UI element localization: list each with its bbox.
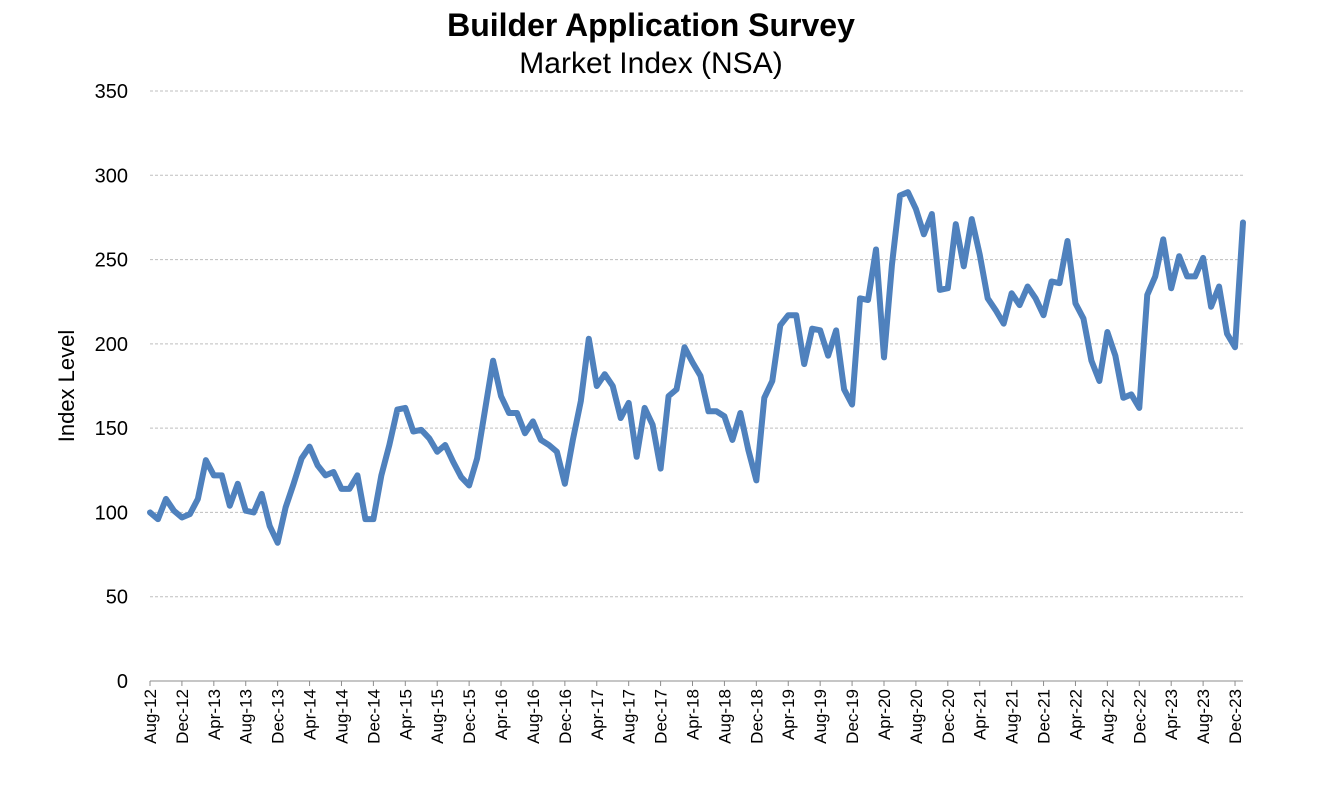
x-tick-label: Aug-19 bbox=[811, 689, 830, 744]
x-tick-label: Aug-23 bbox=[1194, 689, 1213, 744]
x-tick-label: Dec-15 bbox=[460, 689, 479, 744]
x-tick-label: Dec-16 bbox=[556, 689, 575, 744]
x-tick-label: Apr-23 bbox=[1162, 689, 1181, 740]
x-tick-label: Aug-15 bbox=[428, 689, 447, 744]
x-tick-label: Apr-14 bbox=[301, 689, 320, 740]
y-tick-label: 300 bbox=[95, 165, 128, 187]
x-tick-label: Aug-18 bbox=[715, 689, 734, 744]
x-tick-label: Apr-17 bbox=[588, 689, 607, 740]
series-line bbox=[147, 189, 1246, 546]
x-tick-label: Dec-19 bbox=[843, 689, 862, 744]
x-tick-label: Aug-16 bbox=[524, 689, 543, 744]
series-layer bbox=[147, 189, 1246, 546]
x-tick-label: Dec-22 bbox=[1130, 689, 1149, 744]
x-tick-label: Dec-23 bbox=[1226, 689, 1245, 744]
x-tick-label: Apr-19 bbox=[779, 689, 798, 740]
x-tick-label: Dec-13 bbox=[269, 689, 288, 744]
y-tick-label: 350 bbox=[95, 81, 128, 103]
x-tick-label: Aug-17 bbox=[620, 689, 639, 744]
y-tick-label: 0 bbox=[117, 671, 128, 693]
x-tick-label: Dec-20 bbox=[939, 689, 958, 744]
x-tick-label: Dec-18 bbox=[747, 689, 766, 744]
x-tick-label: Aug-21 bbox=[1003, 689, 1022, 744]
x-tick-label: Dec-21 bbox=[1035, 689, 1054, 744]
x-tick-label: Apr-22 bbox=[1066, 689, 1085, 740]
y-tick-label: 50 bbox=[106, 587, 128, 609]
x-tick-label: Aug-14 bbox=[332, 689, 351, 744]
x-axis-ticks: Aug-12 Dec-12 Apr-13 Aug-13 Dec-13 Apr-14 Aug-… bbox=[141, 681, 1245, 744]
y-tick-label: 100 bbox=[95, 502, 128, 524]
x-tick-label: Dec-17 bbox=[652, 689, 671, 744]
x-tick-label: Aug-22 bbox=[1098, 689, 1117, 744]
y-tick-label: 250 bbox=[95, 250, 128, 272]
x-tick-label: Aug-20 bbox=[907, 689, 926, 744]
x-tick-label: Apr-15 bbox=[396, 689, 415, 740]
chart-title: Builder Application Survey bbox=[447, 7, 855, 43]
y-axis-label: Index Level bbox=[54, 330, 79, 443]
x-tick-label: Apr-13 bbox=[205, 689, 224, 740]
x-tick-label: Apr-18 bbox=[684, 689, 703, 740]
x-tick-label: Apr-21 bbox=[971, 689, 990, 740]
x-tick-label: Apr-16 bbox=[492, 689, 511, 740]
chart-subtitle: Market Index (NSA) bbox=[519, 47, 782, 80]
x-tick-label: Aug-13 bbox=[237, 689, 256, 744]
y-tick-label: 200 bbox=[95, 334, 128, 356]
x-tick-label: Apr-20 bbox=[875, 689, 894, 740]
gridlines bbox=[150, 90, 1243, 598]
y-axis-ticks: 0 50 100 150 200 250 300 350 bbox=[95, 81, 128, 693]
y-tick-label: 150 bbox=[95, 418, 128, 440]
x-tick-label: Dec-12 bbox=[173, 689, 192, 744]
x-tick-label: Dec-14 bbox=[364, 689, 383, 744]
x-tick-label: Aug-12 bbox=[141, 689, 160, 744]
